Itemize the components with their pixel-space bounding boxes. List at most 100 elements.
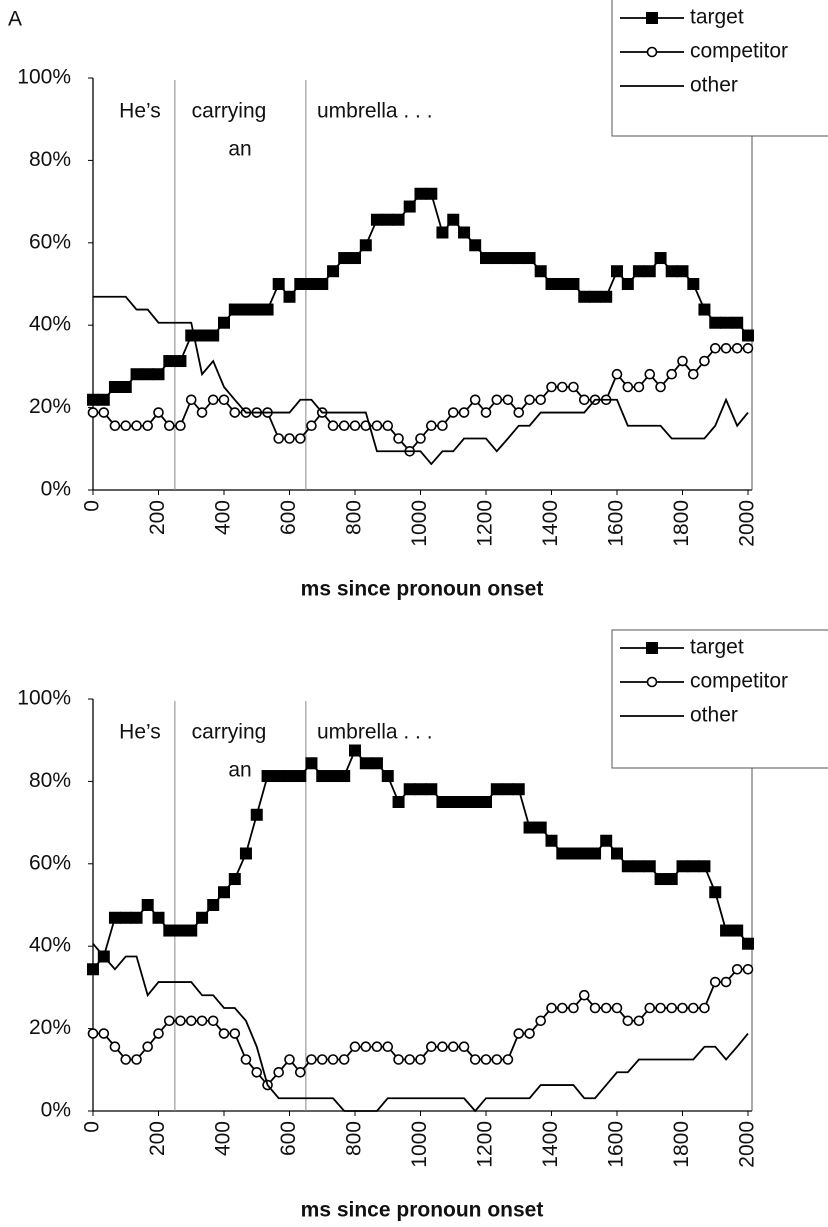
marker-square	[207, 329, 220, 342]
marker-square	[381, 213, 394, 226]
y-tick-label: 100%	[17, 687, 71, 710]
marker-circle	[175, 420, 186, 432]
marker-circle	[546, 381, 557, 393]
marker-circle	[491, 1054, 503, 1065]
marker-square	[490, 783, 503, 796]
x-tick-label: 600	[277, 500, 300, 535]
marker-circle	[295, 433, 306, 444]
marker-circle	[447, 407, 459, 418]
marker-circle	[720, 342, 732, 354]
marker-square	[709, 886, 722, 899]
marker-square	[458, 796, 471, 808]
marker-square	[87, 963, 99, 976]
marker-circle	[535, 394, 546, 406]
marker-circle	[273, 1066, 284, 1078]
marker-square	[665, 265, 678, 278]
marker-square	[261, 770, 274, 783]
marker-circle	[426, 420, 437, 432]
marker-circle	[382, 420, 394, 432]
x-tick-label: 600	[277, 1121, 300, 1156]
marker-square	[709, 316, 722, 329]
marker-square	[305, 757, 318, 770]
marker-square	[687, 860, 700, 873]
marker-square	[392, 796, 405, 808]
marker-square	[523, 252, 536, 265]
marker-square	[152, 911, 165, 924]
marker-circle	[120, 420, 132, 432]
marker-circle	[196, 407, 208, 418]
marker-square	[512, 252, 525, 265]
marker-square	[196, 329, 209, 342]
marker-circle	[666, 1002, 677, 1014]
marker-square	[261, 303, 274, 316]
marker-square	[370, 757, 383, 770]
marker-square	[556, 847, 569, 860]
marker-square	[425, 187, 438, 200]
x-tick-label: 1800	[670, 500, 693, 547]
marker-circle	[175, 1015, 186, 1027]
marker-square	[501, 252, 514, 265]
marker-square	[578, 290, 591, 303]
y-tick-label: 0%	[41, 1099, 71, 1122]
marker-circle	[611, 1002, 623, 1014]
marker-circle	[731, 963, 743, 975]
marker-square	[349, 744, 361, 757]
marker-square	[480, 252, 492, 265]
marker-circle	[646, 676, 658, 688]
marker-square	[272, 278, 285, 290]
x-tick-label: 1400	[539, 500, 562, 547]
marker-square	[425, 783, 438, 796]
marker-circle	[240, 1054, 252, 1065]
marker-square	[600, 834, 613, 847]
x-tick-label: 1000	[408, 500, 431, 547]
marker-circle	[142, 1041, 153, 1053]
x-tick-label: 2000	[736, 500, 759, 547]
marker-circle	[284, 433, 295, 444]
marker-circle	[131, 1054, 142, 1065]
marker-circle	[327, 420, 339, 432]
marker-square	[611, 847, 623, 860]
marker-square	[250, 808, 263, 821]
marker-square	[447, 796, 460, 808]
series-line	[92, 943, 749, 1113]
marker-square	[646, 12, 658, 24]
marker-square	[720, 924, 733, 937]
marker-square	[698, 303, 711, 316]
marker-square	[119, 911, 132, 924]
marker-circle	[491, 394, 503, 406]
marker-square	[523, 821, 536, 834]
x-tick-label: 400	[212, 500, 235, 535]
annotation: an	[228, 138, 251, 161]
marker-square	[578, 847, 591, 860]
marker-circle	[458, 407, 470, 418]
marker-circle	[218, 394, 230, 406]
annotation: carrying	[192, 721, 267, 744]
marker-circle	[557, 1002, 568, 1014]
x-tick-label: 1200	[474, 500, 497, 547]
marker-square	[381, 770, 394, 783]
marker-square	[742, 937, 754, 950]
marker-square	[469, 239, 482, 252]
marker-square	[316, 278, 329, 290]
marker-square	[665, 873, 678, 886]
y-tick-label: 60%	[29, 230, 71, 253]
y-tick-label: 80%	[29, 769, 71, 792]
marker-square	[370, 213, 383, 226]
marker-circle	[273, 433, 284, 444]
marker-square	[338, 252, 351, 265]
marker-circle	[87, 1028, 99, 1039]
marker-square	[403, 200, 416, 213]
x-tick-label: 1400	[539, 1121, 562, 1168]
marker-circle	[153, 407, 164, 418]
marker-circle	[306, 1054, 317, 1065]
marker-square	[731, 924, 744, 937]
marker-circle	[229, 1028, 241, 1039]
y-tick-label: 60%	[29, 851, 71, 874]
marker-square	[600, 290, 613, 303]
marker-circle	[666, 368, 677, 380]
marker-circle	[513, 1028, 525, 1039]
marker-circle	[633, 1015, 645, 1027]
x-tick-label: 1600	[605, 500, 628, 547]
x-tick-label: 200	[146, 500, 169, 535]
marker-square	[534, 265, 547, 278]
